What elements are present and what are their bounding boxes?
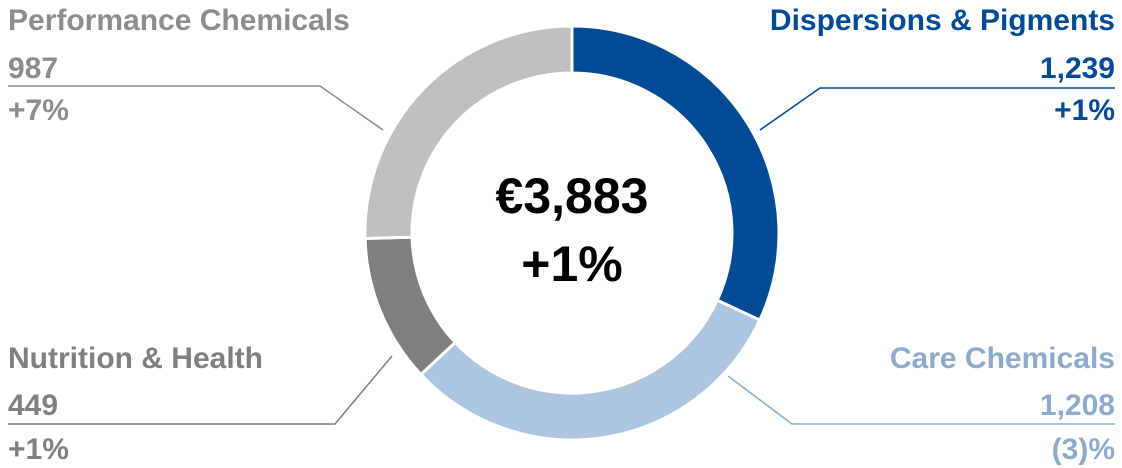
donut-slice xyxy=(418,298,762,442)
center-title: €3,883 xyxy=(496,168,649,224)
leader-line xyxy=(8,355,393,425)
donut-slice xyxy=(363,235,458,377)
segment-name: Performance Chemicals xyxy=(8,4,350,37)
segment-name: Dispersions & Pigments xyxy=(770,4,1115,37)
segment-name: Care Chemicals xyxy=(890,342,1115,375)
segment-value: 1,239 xyxy=(1040,52,1115,85)
leader-line xyxy=(727,375,1115,425)
segment-change: +1% xyxy=(8,433,69,466)
center-subtitle: +1% xyxy=(521,236,622,292)
segment-value: 1,208 xyxy=(1040,389,1115,422)
segment-value: 449 xyxy=(8,389,58,422)
segment-change: +1% xyxy=(1054,94,1115,127)
segment-change: (3)% xyxy=(1052,433,1115,466)
segment-value: 987 xyxy=(8,52,58,85)
leader-line xyxy=(8,85,384,131)
leader-line xyxy=(759,87,1115,131)
segment-change: +7% xyxy=(8,94,69,127)
segment-name: Nutrition & Health xyxy=(8,342,263,375)
donut-slice xyxy=(363,24,574,240)
